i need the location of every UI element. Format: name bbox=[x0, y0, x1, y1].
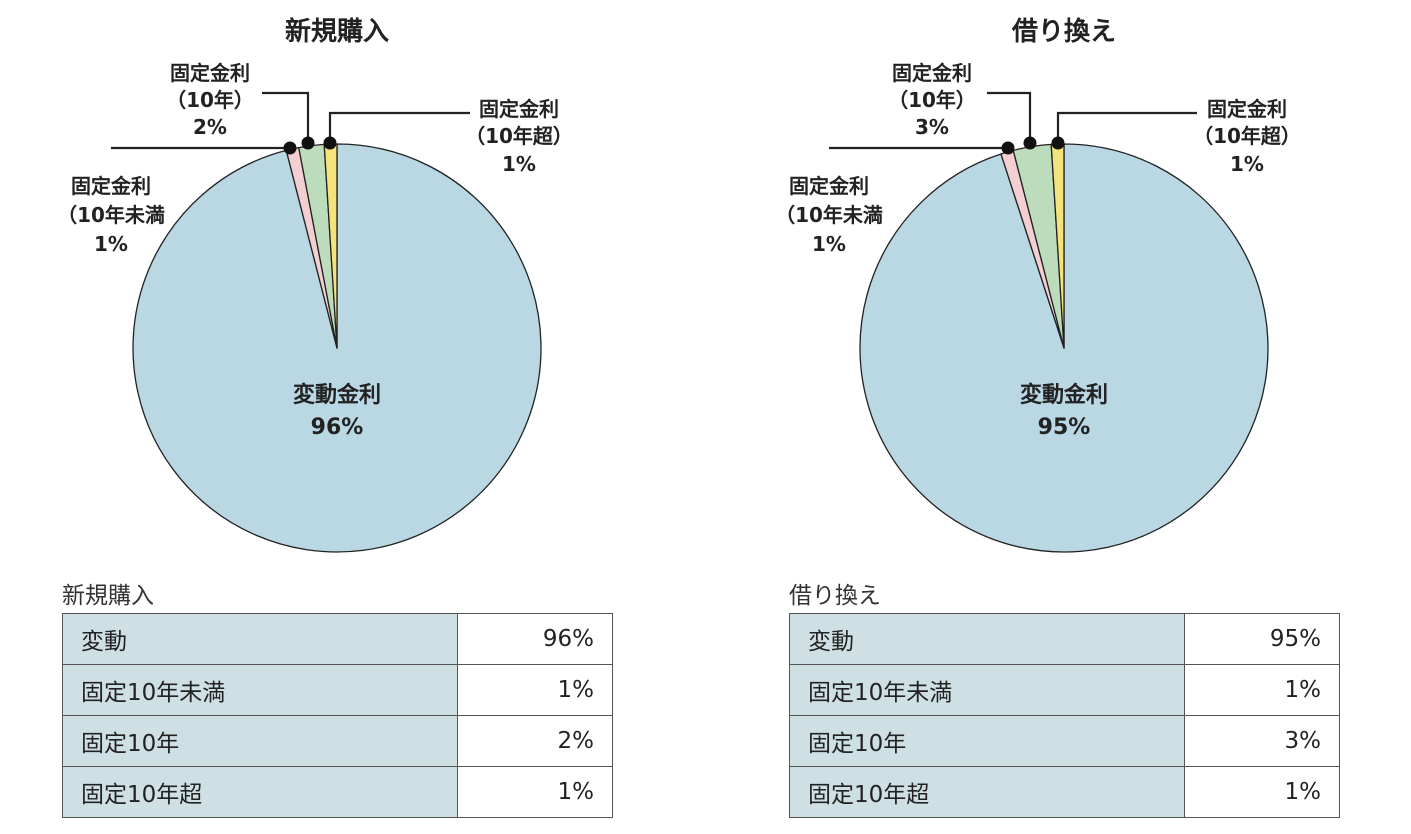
table-refinance: 変動 95% 固定10年未満 1% 固定10年 3% 固定10年超 1% bbox=[789, 613, 1340, 818]
slice-label: 1% bbox=[502, 152, 536, 176]
row-value: 1% bbox=[457, 664, 613, 716]
row-value: 3% bbox=[1184, 715, 1340, 767]
row-value: 1% bbox=[1184, 664, 1340, 716]
slice-label: 変動金利 bbox=[1020, 382, 1108, 408]
slice-label: （10年未満 bbox=[775, 203, 883, 227]
leader-dot bbox=[1023, 136, 1037, 150]
slice-label: （10年） bbox=[166, 88, 254, 112]
leader-dot bbox=[323, 136, 337, 150]
leader-line bbox=[987, 91, 1032, 143]
row-label: 固定10年未満 bbox=[62, 664, 458, 716]
row-label: 変動 bbox=[62, 613, 458, 665]
row-value: 95% bbox=[1184, 613, 1340, 665]
row-label: 固定10年 bbox=[62, 715, 458, 767]
table-row: 固定10年未満 1% bbox=[789, 664, 1340, 716]
leader-dot bbox=[1051, 136, 1065, 150]
slice-label: （10年） bbox=[888, 88, 976, 112]
slice-label: 固定金利 bbox=[789, 174, 869, 198]
slice-label: 固定金利 bbox=[71, 174, 151, 198]
slice-label: 1% bbox=[94, 232, 128, 256]
row-label: 固定10年超 bbox=[62, 766, 458, 818]
row-value: 96% bbox=[457, 613, 613, 665]
leader-dot bbox=[301, 136, 315, 150]
leader-line bbox=[262, 91, 310, 143]
table-caption-refinance: 借り換え bbox=[789, 583, 881, 609]
slice-label: 変動金利 bbox=[293, 382, 381, 408]
slice-label: 3% bbox=[915, 115, 949, 139]
slice-label: 固定金利 bbox=[892, 61, 972, 85]
slice-label: 2% bbox=[193, 115, 227, 139]
table-row: 固定10年超 1% bbox=[62, 766, 613, 818]
slice-label: 固定金利 bbox=[479, 97, 559, 121]
row-value: 2% bbox=[457, 715, 613, 767]
slice-label: 1% bbox=[1230, 152, 1264, 176]
slice-label: （10年超） bbox=[1193, 124, 1301, 148]
table-row: 固定10年超 1% bbox=[789, 766, 1340, 818]
slice-label: 固定金利 bbox=[1207, 97, 1287, 121]
slice-label: 1% bbox=[812, 232, 846, 256]
slice-label: （10年未満 bbox=[57, 203, 165, 227]
row-label: 固定10年超 bbox=[789, 766, 1185, 818]
table-row: 固定10年 3% bbox=[789, 715, 1340, 767]
leader-line bbox=[328, 111, 470, 143]
leader-line bbox=[1056, 111, 1197, 143]
table-row: 固定10年 2% bbox=[62, 715, 613, 767]
chart-title: 新規購入 bbox=[285, 16, 389, 47]
table-caption-new-purchase: 新規購入 bbox=[62, 583, 154, 609]
slice-label: 固定金利 bbox=[170, 61, 250, 85]
slice-label: 95% bbox=[1038, 415, 1091, 440]
slice-label: （10年超） bbox=[465, 124, 573, 148]
slice-label: 96% bbox=[311, 415, 364, 440]
row-label: 固定10年 bbox=[789, 715, 1185, 767]
row-label: 固定10年未満 bbox=[789, 664, 1185, 716]
leader-dot bbox=[1001, 141, 1015, 155]
table-row: 変動 95% bbox=[789, 613, 1340, 665]
table-row: 変動 96% bbox=[62, 613, 613, 665]
table-row: 固定10年未満 1% bbox=[62, 664, 613, 716]
row-label: 変動 bbox=[789, 613, 1185, 665]
table-new-purchase: 変動 96% 固定10年未満 1% 固定10年 2% 固定10年超 1% bbox=[62, 613, 613, 818]
row-value: 1% bbox=[457, 766, 613, 818]
chart-title: 借り換え bbox=[1011, 17, 1116, 47]
leader-dot bbox=[283, 141, 297, 155]
row-value: 1% bbox=[1184, 766, 1340, 818]
